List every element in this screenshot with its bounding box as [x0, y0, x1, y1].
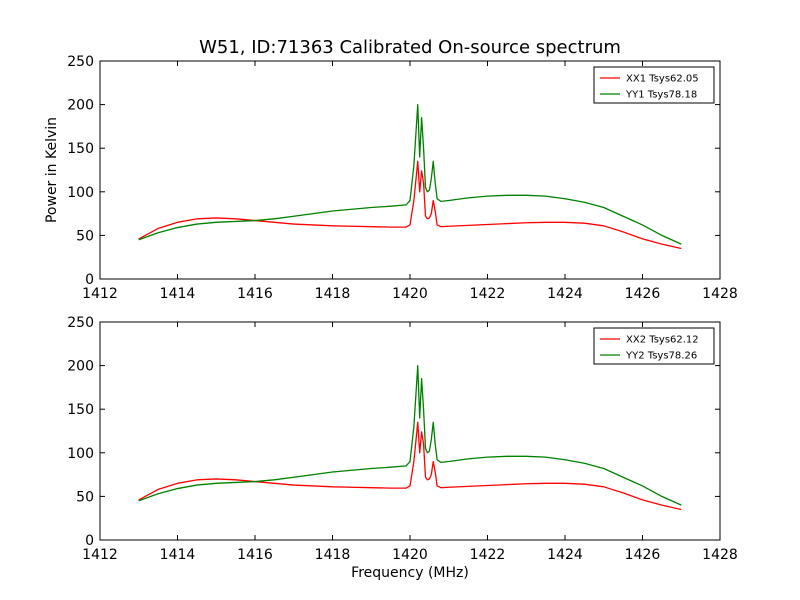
x-tick-label: 1424	[547, 547, 583, 563]
x-tick-label: 1422	[470, 286, 506, 302]
legend-label: XX2 Tsys62.12	[626, 335, 699, 346]
x-tick-label: 1418	[315, 547, 351, 563]
x-tick-label: 1416	[237, 547, 273, 563]
legend-box	[593, 327, 715, 365]
x-tick-label: 1420	[392, 286, 428, 302]
x-tick-label: 1420	[392, 547, 428, 563]
chart-title: W51, ID:71363 Calibrated On-source spect…	[199, 37, 621, 58]
x-tick-label: 1426	[625, 547, 661, 563]
y-tick-label: 250	[67, 315, 94, 331]
x-tick-label: 1418	[315, 286, 351, 302]
x-tick-label: 1414	[160, 547, 196, 563]
x-tick-label: 1414	[160, 286, 196, 302]
x-tick-label: 1428	[702, 547, 738, 563]
series-line-1-1	[138, 160, 682, 250]
legend-box	[593, 66, 715, 104]
legend-2: XX2 Tsys62.12 YY2 Tsys78.26	[593, 327, 715, 365]
y-tick-label: 150	[67, 141, 94, 157]
x-axis-label: Frequency (MHz)	[351, 565, 469, 581]
y-tick-label: 200	[67, 98, 94, 114]
x-tick-label: 1428	[702, 286, 738, 302]
legend-label: YY2 Tsys78.26	[625, 351, 697, 362]
legend-label: YY1 Tsys78.18	[625, 90, 697, 101]
y-axis-label: Power in Kelvin	[44, 117, 60, 223]
y-tick-label: 50	[76, 489, 94, 505]
x-tick-label: 1416	[237, 286, 273, 302]
series-line-2-2	[138, 364, 682, 506]
y-tick-label: 100	[67, 446, 94, 462]
y-tick-label: 100	[67, 185, 94, 201]
y-tick-label: 150	[67, 402, 94, 418]
x-tick-label: 1412	[82, 547, 118, 563]
x-tick-label: 1412	[82, 286, 118, 302]
y-tick-label: 0	[85, 272, 94, 288]
y-tick-label: 50	[76, 228, 94, 244]
legend-1: XX1 Tsys62.05 YY1 Tsys78.18	[593, 66, 715, 104]
x-tick-label: 1426	[625, 286, 661, 302]
y-tick-label: 250	[67, 54, 94, 70]
x-tick-label: 1424	[547, 286, 583, 302]
legend-label: XX1 Tsys62.05	[626, 74, 699, 85]
series-line-1-2	[138, 103, 682, 245]
plot-panel-2: 1412 1414 1416 1418 1420 1422 1424 1426 1428 0 50 1…	[67, 315, 738, 563]
plot-panel-1: 1412 1414 1416 1418 1420 1422 1424 1426 1428 0 50 1…	[67, 54, 738, 302]
x-tick-label: 1422	[470, 547, 506, 563]
series-line-2-1	[138, 421, 682, 511]
y-tick-label: 200	[67, 359, 94, 375]
y-tick-label: 0	[85, 533, 94, 549]
